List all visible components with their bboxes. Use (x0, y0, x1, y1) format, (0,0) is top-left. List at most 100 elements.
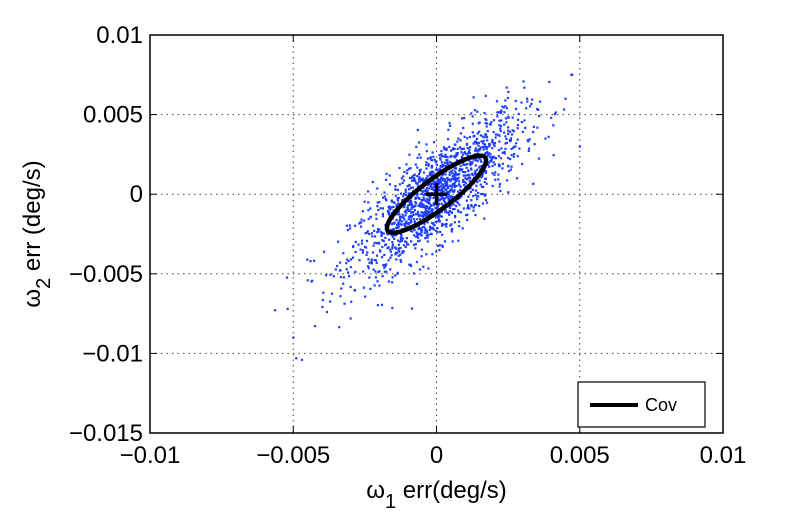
data-point (364, 295, 367, 298)
data-point (494, 171, 497, 174)
data-point (478, 149, 481, 152)
data-point (431, 253, 434, 256)
data-point (439, 157, 442, 160)
data-point (436, 207, 439, 210)
data-point (448, 194, 451, 197)
data-point (384, 178, 388, 181)
data-point (407, 243, 410, 246)
data-point (376, 205, 379, 208)
data-point (403, 170, 406, 173)
data-point (450, 154, 453, 158)
data-point (419, 189, 423, 192)
data-point (505, 121, 508, 124)
data-point (468, 162, 471, 165)
data-point (469, 177, 472, 180)
data-point (464, 170, 467, 174)
data-point (444, 188, 447, 191)
data-point (400, 220, 404, 223)
data-point (416, 174, 419, 178)
data-point (384, 236, 387, 240)
data-point (396, 271, 399, 274)
data-point (507, 132, 510, 135)
data-point (432, 196, 435, 200)
data-point (474, 169, 477, 173)
data-point (335, 264, 339, 268)
data-point (369, 215, 372, 218)
data-point (453, 208, 456, 211)
data-point (497, 133, 500, 136)
data-point (403, 203, 406, 206)
data-point (345, 262, 348, 265)
data-point (400, 238, 403, 241)
data-point (415, 282, 419, 285)
data-point (503, 131, 506, 134)
data-point (412, 272, 416, 275)
data-point (445, 225, 448, 228)
data-point (450, 211, 453, 214)
data-point (410, 207, 413, 210)
data-point (462, 178, 465, 181)
data-point (383, 191, 386, 194)
data-point (430, 232, 433, 236)
data-point (483, 180, 486, 184)
y-tick-label: −0.015 (69, 420, 143, 447)
data-point (427, 162, 430, 165)
data-point (441, 179, 444, 182)
data-point (476, 152, 479, 155)
data-point (426, 231, 429, 234)
data-point (428, 202, 431, 205)
data-point (480, 185, 484, 189)
data-point (494, 157, 498, 160)
legend-label-cov: Cov (645, 395, 677, 415)
data-point (449, 180, 452, 183)
data-point (438, 178, 441, 182)
data-point (432, 204, 436, 207)
data-point (451, 148, 454, 151)
data-point (456, 152, 459, 155)
data-point (427, 233, 430, 236)
data-point (400, 239, 404, 242)
data-point (416, 218, 419, 221)
data-point (391, 247, 394, 250)
data-point (530, 102, 533, 105)
data-point (463, 152, 466, 155)
data-point (482, 185, 485, 189)
data-point (448, 206, 452, 210)
data-point-outlier (292, 336, 295, 339)
data-point (528, 138, 531, 141)
data-point (285, 276, 289, 279)
data-point (462, 207, 465, 210)
data-point (394, 253, 397, 256)
data-point (338, 326, 341, 329)
data-point (416, 196, 419, 199)
data-point (471, 115, 474, 118)
data-point (401, 199, 404, 202)
data-point (449, 170, 453, 173)
data-point (410, 202, 413, 205)
data-point (489, 156, 492, 159)
data-point (412, 227, 416, 231)
data-point (388, 207, 391, 211)
data-point (536, 126, 539, 129)
data-point (361, 251, 365, 254)
data-point (487, 153, 490, 156)
data-point (438, 248, 441, 252)
data-point (484, 94, 487, 97)
data-point (432, 180, 435, 183)
data-point (491, 164, 494, 168)
data-point (445, 165, 448, 168)
data-point (499, 111, 503, 114)
data-point (521, 162, 524, 166)
data-point (487, 161, 491, 164)
data-point (469, 187, 472, 190)
data-point (447, 211, 450, 214)
data-point (506, 96, 509, 100)
data-point (436, 206, 439, 209)
data-point (492, 131, 495, 134)
data-point (388, 174, 391, 177)
data-point (349, 265, 352, 269)
data-point (507, 126, 510, 129)
data-point (474, 149, 477, 152)
data-point (383, 195, 386, 198)
data-point (385, 263, 388, 266)
